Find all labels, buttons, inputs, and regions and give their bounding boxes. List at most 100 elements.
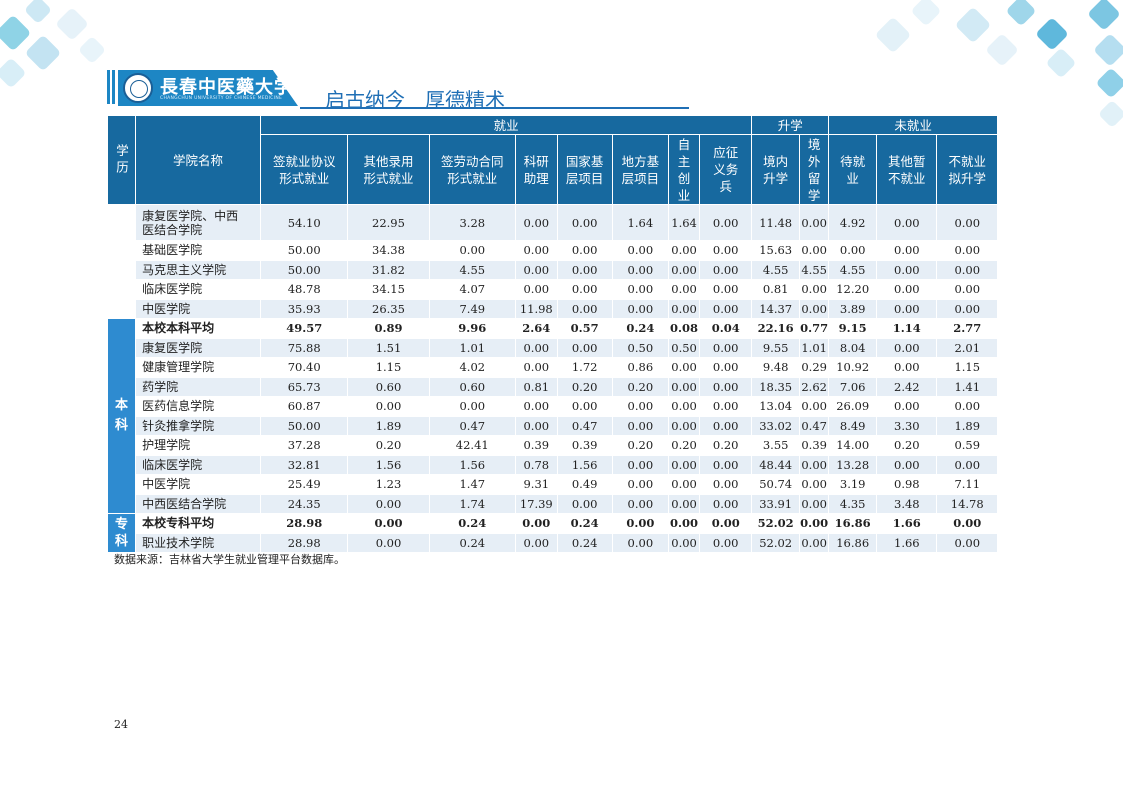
column-header: 国家基 层项目: [556, 134, 613, 205]
value-cell: 4.07: [428, 279, 516, 300]
college-name-cell: 临床医学院: [135, 454, 261, 475]
value-cell: 0.00: [936, 298, 998, 319]
value-cell: 1.23: [347, 474, 430, 495]
value-cell: 0.81: [514, 376, 558, 397]
column-header: 签就业协议 形式就业: [259, 134, 349, 205]
value-cell: 1.15: [347, 357, 430, 378]
column-header-line: 主: [677, 153, 691, 169]
value-cell: 0.00: [347, 532, 430, 553]
value-cell: 0.00: [667, 357, 701, 378]
value-cell: 0.00: [514, 396, 558, 417]
table-row: 职业技术学院 28.98 0.00 0.24 0.00 0.24 0.00 0.00 0.00 5…: [108, 532, 998, 553]
value-cell: 0.00: [556, 298, 613, 319]
column-header-line: 学: [807, 187, 821, 203]
value-cell: 4.55: [751, 259, 801, 280]
value-cell: 0.47: [428, 415, 516, 436]
column-header-line: 义务: [713, 162, 739, 177]
value-cell: 7.06: [828, 376, 878, 397]
group-label: 本: [115, 398, 129, 413]
value-cell: 1.14: [876, 318, 938, 339]
group-cell-benke: 本科: [106, 318, 137, 514]
value-cell: 14.37: [751, 298, 801, 319]
value-cell: 0.00: [611, 474, 669, 495]
decorative-diamond: [954, 6, 992, 44]
value-cell: 0.00: [611, 513, 669, 534]
value-cell: 0.00: [936, 259, 998, 280]
value-cell: 1.72: [556, 357, 613, 378]
college-name-cell: 中医学院: [135, 474, 261, 495]
column-header-line: 应征: [713, 145, 739, 160]
university-seal-logo: [123, 73, 153, 103]
university-name-en: CHANGCHUN UNIVERSITY OF CHINESE MEDICINE: [160, 96, 283, 101]
value-cell: 31.82: [347, 259, 430, 280]
value-cell: 28.98: [259, 513, 349, 534]
decorative-diamond: [1093, 33, 1123, 67]
column-header-line: 拟升学: [948, 170, 986, 186]
column-header-line: 助理: [523, 170, 549, 186]
value-cell: 0.00: [667, 279, 701, 300]
value-cell: 0.00: [799, 513, 830, 534]
value-cell: 0.00: [699, 415, 753, 436]
value-cell: 0.00: [347, 396, 430, 417]
value-cell: 1.56: [347, 454, 430, 475]
value-cell: 1.51: [347, 337, 430, 358]
value-cell: 0.00: [667, 474, 701, 495]
value-cell: 50.00: [259, 259, 349, 280]
value-cell: 2.64: [514, 318, 558, 339]
column-header-line: 境: [807, 136, 821, 152]
value-cell: 0.00: [514, 240, 558, 261]
value-cell: 3.55: [751, 435, 801, 456]
value-cell: 0.20: [667, 435, 701, 456]
value-cell: 0.00: [936, 513, 998, 534]
column-header-line: 待就: [840, 153, 866, 169]
value-cell: 33.02: [751, 415, 801, 436]
value-cell: 52.02: [751, 513, 801, 534]
value-cell: 0.78: [514, 454, 558, 475]
column-header-line: 不就业: [948, 153, 986, 169]
value-cell: 26.09: [828, 396, 878, 417]
value-cell: 0.00: [699, 337, 753, 358]
value-cell: 3.19: [828, 474, 878, 495]
value-cell: 8.49: [828, 415, 878, 436]
value-cell: 0.00: [699, 396, 753, 417]
value-cell: 0.00: [699, 532, 753, 553]
value-cell: 22.16: [751, 318, 801, 339]
value-cell: 0.00: [876, 337, 938, 358]
decorative-diamond: [0, 14, 32, 52]
college-name-cell: 针灸推拿学院: [135, 415, 261, 436]
value-cell: 0.00: [667, 376, 701, 397]
column-header-line: 其他暂: [888, 153, 926, 169]
value-cell: 0.39: [514, 435, 558, 456]
table-row: 临床医学院 48.78 34.15 4.07 0.00 0.00 0.00 0.00 0.00 0…: [108, 279, 998, 300]
value-cell: 75.88: [259, 337, 349, 358]
table-row: 中西医结合学院 24.35 0.00 1.74 17.39 0.00 0.00 0.00 0.0…: [108, 493, 998, 514]
value-cell: 1.41: [936, 376, 998, 397]
college-name-cell: 马克思主义学院: [135, 259, 261, 280]
value-cell: 0.00: [799, 396, 830, 417]
value-cell: 0.00: [876, 259, 938, 280]
value-cell: 0.00: [611, 396, 669, 417]
value-cell: 0.20: [611, 376, 669, 397]
table-row: 临床医学院 32.81 1.56 1.56 0.78 1.56 0.00 0.00 0.00 48…: [108, 454, 998, 475]
value-cell: 34.38: [347, 240, 430, 261]
value-cell: 1.56: [556, 454, 613, 475]
decorative-diamond: [1097, 99, 1123, 129]
value-cell: 1.01: [799, 337, 830, 358]
value-cell: 1.01: [428, 337, 516, 358]
value-cell: 1.66: [876, 513, 938, 534]
value-cell: 2.42: [876, 376, 938, 397]
column-header-line: 留: [807, 170, 821, 186]
motto-underline: [300, 107, 689, 109]
value-cell: 0.59: [936, 435, 998, 456]
college-name-cell: 中医学院: [135, 298, 261, 319]
column-header-line: 不就业: [888, 170, 926, 186]
column-header: 不就业 拟升学: [936, 134, 998, 205]
value-cell: 0.50: [611, 337, 669, 358]
university-name: 長春中医藥大学: [160, 77, 293, 98]
college-name-cell: 护理学院: [135, 435, 261, 456]
value-cell: 35.93: [259, 298, 349, 319]
value-cell: 0.86: [611, 357, 669, 378]
column-header-line: 外: [807, 153, 821, 169]
table-row: 康复医学院 75.88 1.51 1.01 0.00 0.00 0.50 0.50 0.00 9.…: [108, 337, 998, 358]
value-cell: 28.98: [259, 532, 349, 553]
